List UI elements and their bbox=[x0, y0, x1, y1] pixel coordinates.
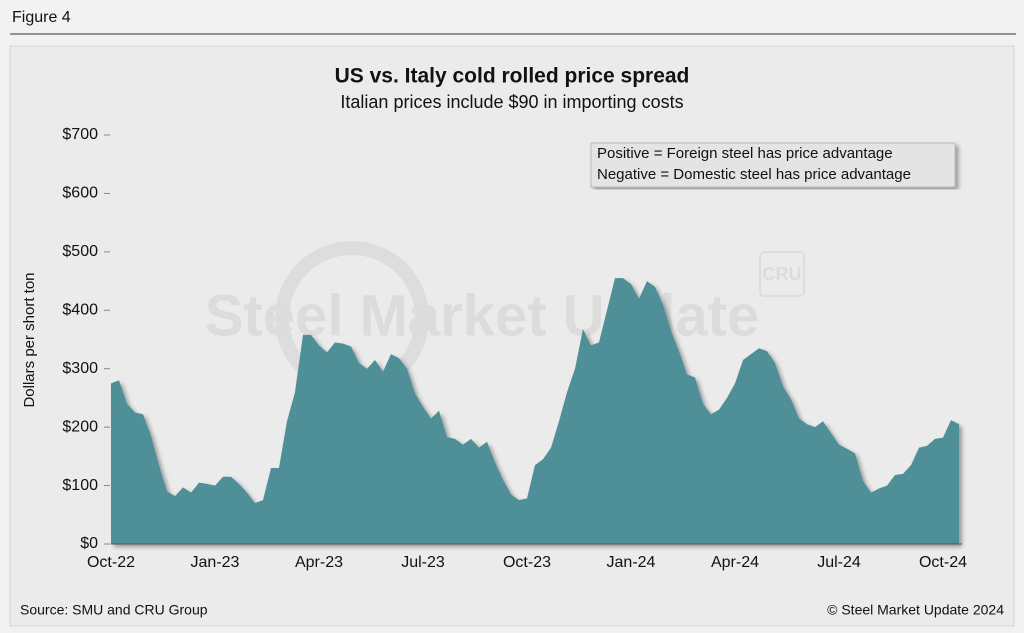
y-tick-label: $100 bbox=[62, 477, 98, 494]
x-tick-label: Oct-23 bbox=[503, 554, 551, 571]
x-tick-label: Jul-24 bbox=[817, 554, 861, 571]
x-tick-label: Jul-23 bbox=[401, 554, 445, 571]
x-tick-label: Apr-24 bbox=[711, 554, 759, 571]
x-tick-label: Oct-24 bbox=[919, 554, 967, 571]
y-axis-label: Dollars per short ton bbox=[21, 272, 38, 407]
chart-subtitle: Italian prices include $90 in importing … bbox=[340, 92, 683, 112]
x-tick-label: Apr-23 bbox=[295, 554, 343, 571]
source: Source: SMU and CRU Group bbox=[20, 602, 208, 618]
x-tick-label: Oct-22 bbox=[87, 554, 135, 571]
area bbox=[111, 278, 959, 544]
watermark-box bbox=[759, 251, 805, 297]
copyright: © Steel Market Update 2024 bbox=[827, 602, 1004, 618]
watermark: CRU bbox=[763, 264, 802, 284]
x-tick-label: Jan-24 bbox=[607, 554, 656, 571]
y-tick-label: $200 bbox=[62, 418, 98, 435]
y-tick-label: $300 bbox=[62, 360, 98, 377]
annotation: Negative = Domestic steel has price adva… bbox=[597, 166, 911, 183]
watermark: Steel Market Update bbox=[205, 283, 759, 348]
y-tick-label: $0 bbox=[80, 535, 98, 552]
chart-title: US vs. Italy cold rolled price spread bbox=[335, 65, 690, 88]
x-tick-label: Jan-23 bbox=[191, 554, 240, 571]
y-tick-label: $500 bbox=[62, 243, 98, 260]
legend-box bbox=[590, 142, 956, 188]
figure-label: Figure 4 bbox=[12, 9, 71, 26]
y-tick-label: $700 bbox=[62, 126, 98, 143]
annotation: Positive = Foreign steel has price advan… bbox=[597, 145, 893, 162]
y-tick-label: $400 bbox=[62, 302, 98, 319]
y-tick-label: $600 bbox=[62, 185, 98, 202]
